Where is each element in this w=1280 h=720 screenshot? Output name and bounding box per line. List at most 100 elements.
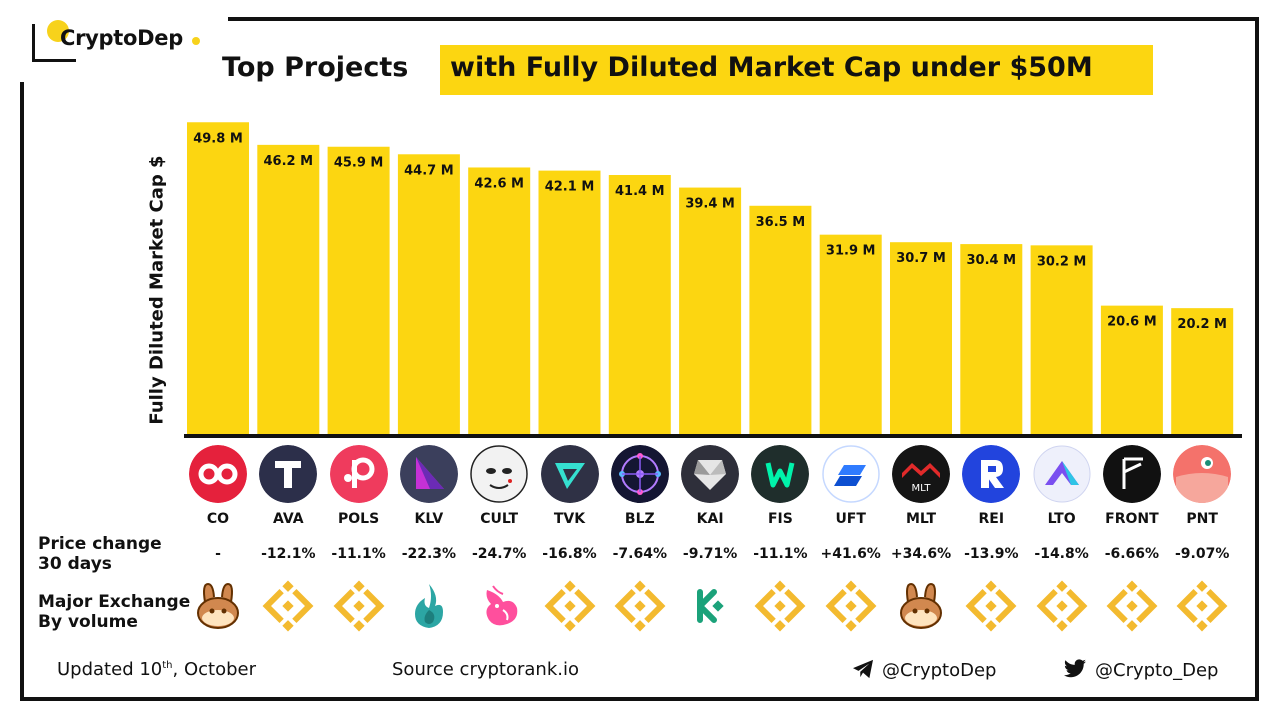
binance-icon [1176, 580, 1228, 632]
tvk-logo-icon [540, 445, 599, 503]
brand-name: CryptoDep [60, 26, 183, 50]
bar-ava [257, 144, 320, 435]
tick-label: PNT [1186, 511, 1218, 527]
tick-label: TVK [553, 511, 586, 527]
uft-logo-icon [821, 445, 880, 503]
frame-left-border [20, 82, 24, 701]
bar-tvk [538, 170, 601, 435]
price-change-value: -14.8% [1034, 546, 1089, 562]
data-label: 20.6 M [1107, 315, 1157, 330]
rei-logo-icon [962, 445, 1021, 503]
price-change-label: Price change 30 days [38, 534, 162, 574]
tick-label: CULT [480, 511, 519, 527]
tick-label: BLZ [624, 511, 655, 527]
cult-logo-icon [470, 445, 528, 503]
data-label: 41.4 M [615, 184, 665, 199]
data-label: 45.9 M [334, 156, 384, 171]
bar-pols [327, 146, 390, 436]
tick-label: KLV [414, 511, 444, 527]
pancakeswap-icon [192, 580, 244, 632]
price-change-value: -22.3% [401, 546, 457, 562]
data-label: 30.4 M [967, 253, 1017, 268]
fis-logo-icon [751, 445, 810, 503]
telegram-handle[interactable]: @CryptoDep [852, 659, 996, 681]
bar-fis [749, 205, 812, 435]
svg-text:MLT: MLT [912, 483, 932, 494]
binance-icon [544, 580, 596, 632]
pnt-logo-icon [1173, 445, 1232, 503]
kai-logo-icon [681, 445, 740, 503]
bar-cult [468, 167, 531, 436]
bar-uft [819, 234, 882, 435]
data-label: 20.2 M [1177, 317, 1227, 332]
bar-lto [1030, 245, 1093, 435]
binance-icon [262, 580, 314, 632]
price-change-value: -9.07% [1174, 546, 1230, 562]
data-label: 39.4 M [685, 197, 735, 212]
source-text: Source cryptorank.io [392, 659, 579, 680]
price-change-value: -11.1% [331, 546, 386, 562]
binance-icon [614, 580, 666, 632]
pols-logo-icon [329, 445, 388, 503]
data-label: 42.1 M [545, 180, 595, 195]
updated-date: Updated 10th, October [57, 659, 256, 680]
x-axis-line [184, 434, 1242, 438]
data-label: 49.8 M [193, 131, 243, 146]
logo-bracket [32, 59, 76, 62]
tick-label: FRONT [1105, 511, 1159, 527]
blz-logo-icon [610, 445, 669, 503]
huobi-icon [403, 580, 455, 632]
tick-label: FIS [767, 511, 793, 527]
data-label: 30.2 M [1037, 254, 1087, 269]
data-label: 31.9 M [826, 244, 876, 259]
price-change-label-line1: Price change [38, 534, 162, 554]
bar-klv [397, 154, 460, 435]
binance-icon [965, 580, 1017, 632]
price-change-value: - [215, 546, 221, 562]
exchange-label-line1: Major Exchange [38, 592, 191, 612]
klv-logo-icon [399, 445, 458, 503]
binance-icon [754, 580, 806, 632]
price-change-value: -16.8% [542, 546, 597, 562]
binance-icon [1036, 580, 1088, 632]
data-label: 30.7 M [896, 251, 946, 266]
updated-sup: th [162, 660, 173, 671]
bar-rei [960, 244, 1023, 435]
binance-icon [825, 580, 877, 632]
frame-bottom-border [20, 697, 1259, 701]
tick-label: LTO [1047, 511, 1076, 527]
logo-bracket [32, 24, 35, 62]
data-label: 44.7 M [404, 163, 454, 178]
lto-logo-icon [1033, 445, 1091, 503]
subtitle-highlight [440, 45, 1153, 95]
twitter-handle-text: @Crypto_Dep [1095, 660, 1219, 681]
price-change-value: +41.6% [820, 546, 881, 562]
price-change-label-line2: 30 days [38, 554, 112, 574]
tick-label: MLT [905, 511, 937, 527]
price-change-value: -24.7% [471, 546, 527, 562]
logo-dot-icon [47, 20, 69, 42]
binance-icon [333, 580, 385, 632]
twitter-handle[interactable]: @Crypto_Dep [1063, 659, 1218, 681]
tick-label: UFT [835, 511, 866, 527]
price-change-value: -7.64% [612, 546, 667, 562]
chart-subtitle: with Fully Diluted Market Cap under $50M [450, 52, 1093, 83]
tick-label: REI [978, 511, 1005, 527]
bar-front [1100, 305, 1163, 435]
tick-label: KAI [696, 511, 724, 527]
kucoin-icon [684, 580, 736, 632]
pancakeswap-icon [895, 580, 947, 632]
telegram-icon [853, 659, 873, 679]
exchange-label: Major Exchange By volume [38, 592, 190, 632]
updated-prefix: Updated 10 [57, 659, 163, 680]
twitter-icon [1064, 659, 1086, 678]
price-change-value: -13.9% [964, 546, 1019, 562]
data-label: 46.2 M [264, 154, 314, 169]
price-change-value: +34.6% [890, 546, 952, 562]
tick-label: AVA [272, 511, 304, 527]
co-logo-icon [189, 445, 247, 503]
price-change-value: -6.66% [1104, 546, 1160, 562]
front-logo-icon [1102, 445, 1161, 503]
tick-label: POLS [338, 511, 380, 527]
